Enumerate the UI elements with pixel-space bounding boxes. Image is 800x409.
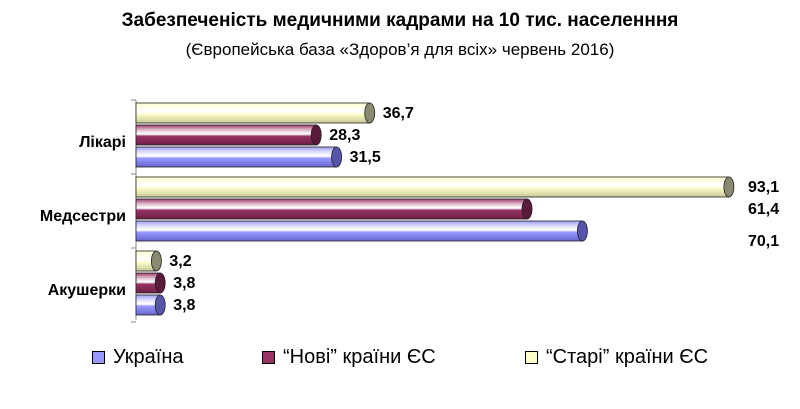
data-label: 31,5 xyxy=(350,149,381,166)
legend-item-ukraine: Україна xyxy=(92,346,184,369)
bar xyxy=(135,102,376,124)
bar xyxy=(135,124,322,146)
data-label: 36,7 xyxy=(383,105,414,122)
bar xyxy=(135,272,166,294)
bar xyxy=(135,198,533,220)
legend-swatch-old-eu xyxy=(525,351,538,364)
legend: Україна “Нові” країни ЄС “Старі” країни … xyxy=(0,346,800,376)
bar xyxy=(135,220,588,242)
legend-swatch-ukraine xyxy=(92,351,105,364)
chart-title: Забезпеченість медичними кадрами на 10 т… xyxy=(121,10,679,31)
category-label: Акушерки xyxy=(48,282,126,299)
data-label: 3,8 xyxy=(173,297,195,314)
legend-item-new-eu: “Нові” країни ЄС xyxy=(262,346,436,369)
chart-subtitle: (Європейська база «Здоров’я для всіх» че… xyxy=(185,40,615,59)
data-label: 3,8 xyxy=(173,275,195,292)
data-label: 93,1 xyxy=(748,179,779,196)
bar xyxy=(135,250,162,272)
legend-label-ukraine: Україна xyxy=(113,346,184,368)
legend-label-old-eu: “Старі” країни ЄС xyxy=(546,346,709,368)
bar xyxy=(135,146,343,168)
data-label: 70,1 xyxy=(748,233,779,250)
data-label: 3,2 xyxy=(169,253,191,270)
category-label: Медсестри xyxy=(40,208,126,225)
category-label: Лікарі xyxy=(79,134,126,151)
data-label: 28,3 xyxy=(329,127,360,144)
bar xyxy=(135,176,735,198)
legend-item-old-eu: “Старі” країни ЄС xyxy=(525,346,708,369)
legend-swatch-new-eu xyxy=(262,351,275,364)
bar xyxy=(135,294,166,316)
data-label: 61,4 xyxy=(748,201,779,218)
legend-label-new-eu: “Нові” країни ЄС xyxy=(283,346,436,368)
